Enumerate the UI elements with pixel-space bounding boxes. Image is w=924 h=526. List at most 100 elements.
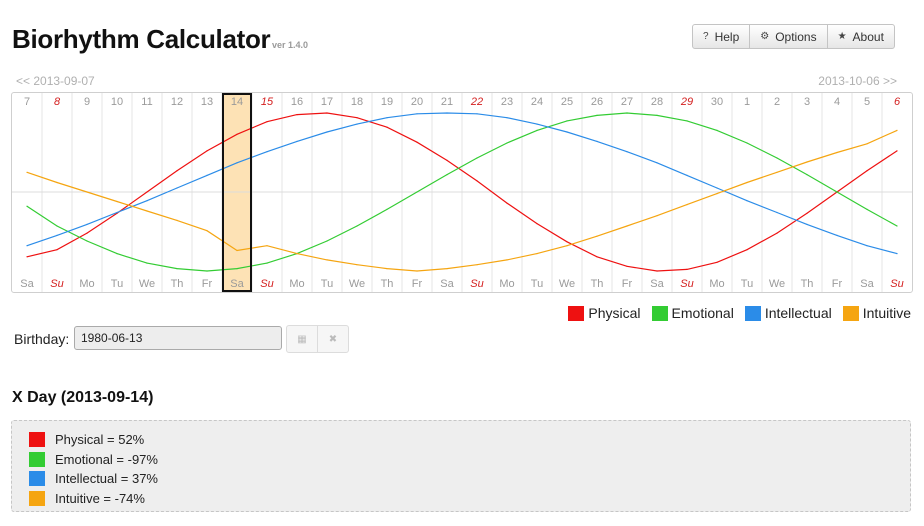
data-point-emotional — [746, 142, 748, 144]
data-point-intuitive — [296, 253, 298, 255]
data-point-intuitive — [656, 215, 658, 217]
data-point-intellectual — [176, 187, 178, 189]
data-point-emotional — [836, 191, 838, 193]
data-point-intellectual — [656, 162, 658, 164]
weekday-tick-label: Fr — [832, 278, 843, 290]
data-point-intuitive — [236, 249, 238, 252]
xday-panel: Physical = 52% Emotional = -97% Intellec… — [11, 420, 911, 512]
xday-title: X Day (2013-09-14) — [12, 389, 154, 406]
selected-day-frame — [222, 93, 252, 292]
date-tick-label: 9 — [84, 96, 90, 108]
biorhythm-chart[interactable]: 7 8 9 10 11 12 13 14 15 16 17 18 19 20 21 22 23 24 25 26 27 2… — [11, 92, 913, 293]
data-point-emotional — [146, 262, 148, 264]
options-button[interactable]: ⚙ Options — [749, 24, 828, 49]
header-button-group: ? Help ⚙ Options ★ About — [692, 24, 895, 49]
date-tick-label: 3 — [804, 96, 810, 108]
data-point-intuitive — [56, 181, 58, 184]
data-point-emotional — [266, 262, 268, 264]
data-point-intuitive — [836, 151, 838, 154]
data-point-emotional — [356, 225, 358, 227]
data-point-intuitive — [716, 193, 718, 195]
data-point-physical — [626, 265, 628, 267]
save-icon: ▦ — [297, 333, 307, 345]
data-point-intellectual — [296, 140, 298, 142]
data-point-emotional — [176, 268, 178, 270]
xday-row-emotional: Emotional = -97% — [29, 450, 910, 470]
data-point-intuitive — [866, 143, 868, 145]
legend-label-intuitive: Intuitive — [862, 305, 911, 321]
data-point-intuitive — [446, 268, 448, 270]
data-point-intellectual — [86, 223, 88, 225]
data-point-emotional — [86, 240, 88, 242]
date-tick-label: 27 — [621, 96, 633, 108]
data-point-intellectual — [416, 113, 418, 115]
xday-row-intellectual: Intellectual = 37% — [29, 469, 910, 489]
weekday-tick-label: Mo — [499, 278, 514, 290]
weekday-tick-label: Mo — [79, 278, 94, 290]
data-point-physical — [746, 249, 748, 251]
close-icon: ✖ — [328, 333, 338, 345]
weekday-tick-label: Th — [591, 278, 604, 290]
date-tick-label: 24 — [531, 96, 543, 108]
data-point-emotional — [686, 120, 688, 122]
date-tick-label: 1 — [744, 96, 750, 108]
data-point-intuitive — [206, 230, 208, 232]
clear-birthday-button[interactable]: ✖ — [317, 325, 349, 353]
data-point-emotional — [596, 114, 598, 116]
data-point-physical — [806, 212, 808, 214]
next-period-link[interactable]: 2013-10-06 >> — [818, 74, 897, 88]
data-point-emotional — [56, 225, 58, 227]
date-tick-label: 14 — [231, 96, 243, 108]
data-point-emotional — [566, 120, 568, 122]
data-point-intellectual — [596, 140, 598, 142]
data-point-intellectual — [116, 211, 118, 214]
about-button[interactable]: ★ About — [826, 24, 895, 49]
data-point-intuitive — [356, 264, 358, 266]
legend-swatch-emotional — [651, 305, 668, 321]
date-tick-label: 26 — [591, 96, 603, 108]
weekday-tick-label: Sa — [860, 278, 874, 290]
weekday-tick-label: Th — [381, 278, 394, 290]
date-tick-label: 17 — [321, 96, 333, 108]
weekday-tick-label: Fr — [412, 278, 423, 290]
app-title: Biorhythm Calculator — [12, 24, 271, 54]
weekday-tick-label: Tu — [741, 278, 753, 290]
help-button-label: Help — [714, 29, 740, 44]
data-point-intuitive — [86, 191, 88, 193]
prev-period-link[interactable]: << 2013-09-07 — [16, 74, 95, 88]
data-point-physical — [206, 150, 208, 152]
data-point-intuitive — [626, 225, 628, 227]
data-point-intellectual — [446, 112, 448, 114]
data-point-intuitive — [266, 245, 268, 247]
data-point-emotional — [476, 157, 478, 159]
data-point-emotional — [446, 174, 448, 176]
birthday-button-group: ▦ ✖ — [286, 325, 349, 353]
data-point-physical — [776, 232, 778, 234]
birthday-input[interactable] — [74, 326, 282, 350]
weekday-tick-label: Su — [470, 278, 483, 290]
options-button-label: Options — [775, 29, 817, 44]
data-point-intuitive — [326, 259, 328, 261]
legend-label-intellectual: Intellectual — [764, 305, 832, 321]
data-point-intellectual — [146, 200, 148, 202]
weekday-tick-label: Fr — [202, 278, 213, 290]
save-birthday-button[interactable]: ▦ — [286, 325, 318, 353]
data-point-physical — [236, 133, 238, 135]
weekday-tick-label: Tu — [531, 278, 543, 290]
data-point-intellectual — [746, 200, 748, 202]
data-point-physical — [716, 261, 718, 263]
data-point-intuitive — [746, 181, 748, 184]
date-tick-label: 12 — [171, 96, 183, 108]
xday-swatch-physical — [29, 432, 45, 448]
weekday-tick-label: Tu — [111, 278, 123, 290]
data-point-intellectual — [236, 162, 238, 164]
xday-swatch-intellectual — [29, 471, 45, 487]
data-point-intellectual — [386, 117, 388, 119]
help-button[interactable]: ? Help — [692, 24, 751, 49]
data-point-emotional — [386, 208, 388, 210]
data-point-physical — [86, 232, 88, 234]
data-point-emotional — [626, 112, 628, 114]
date-tick-label: 28 — [651, 96, 663, 108]
legend-label-emotional: Emotional — [671, 305, 734, 321]
data-point-intellectual — [626, 151, 628, 153]
